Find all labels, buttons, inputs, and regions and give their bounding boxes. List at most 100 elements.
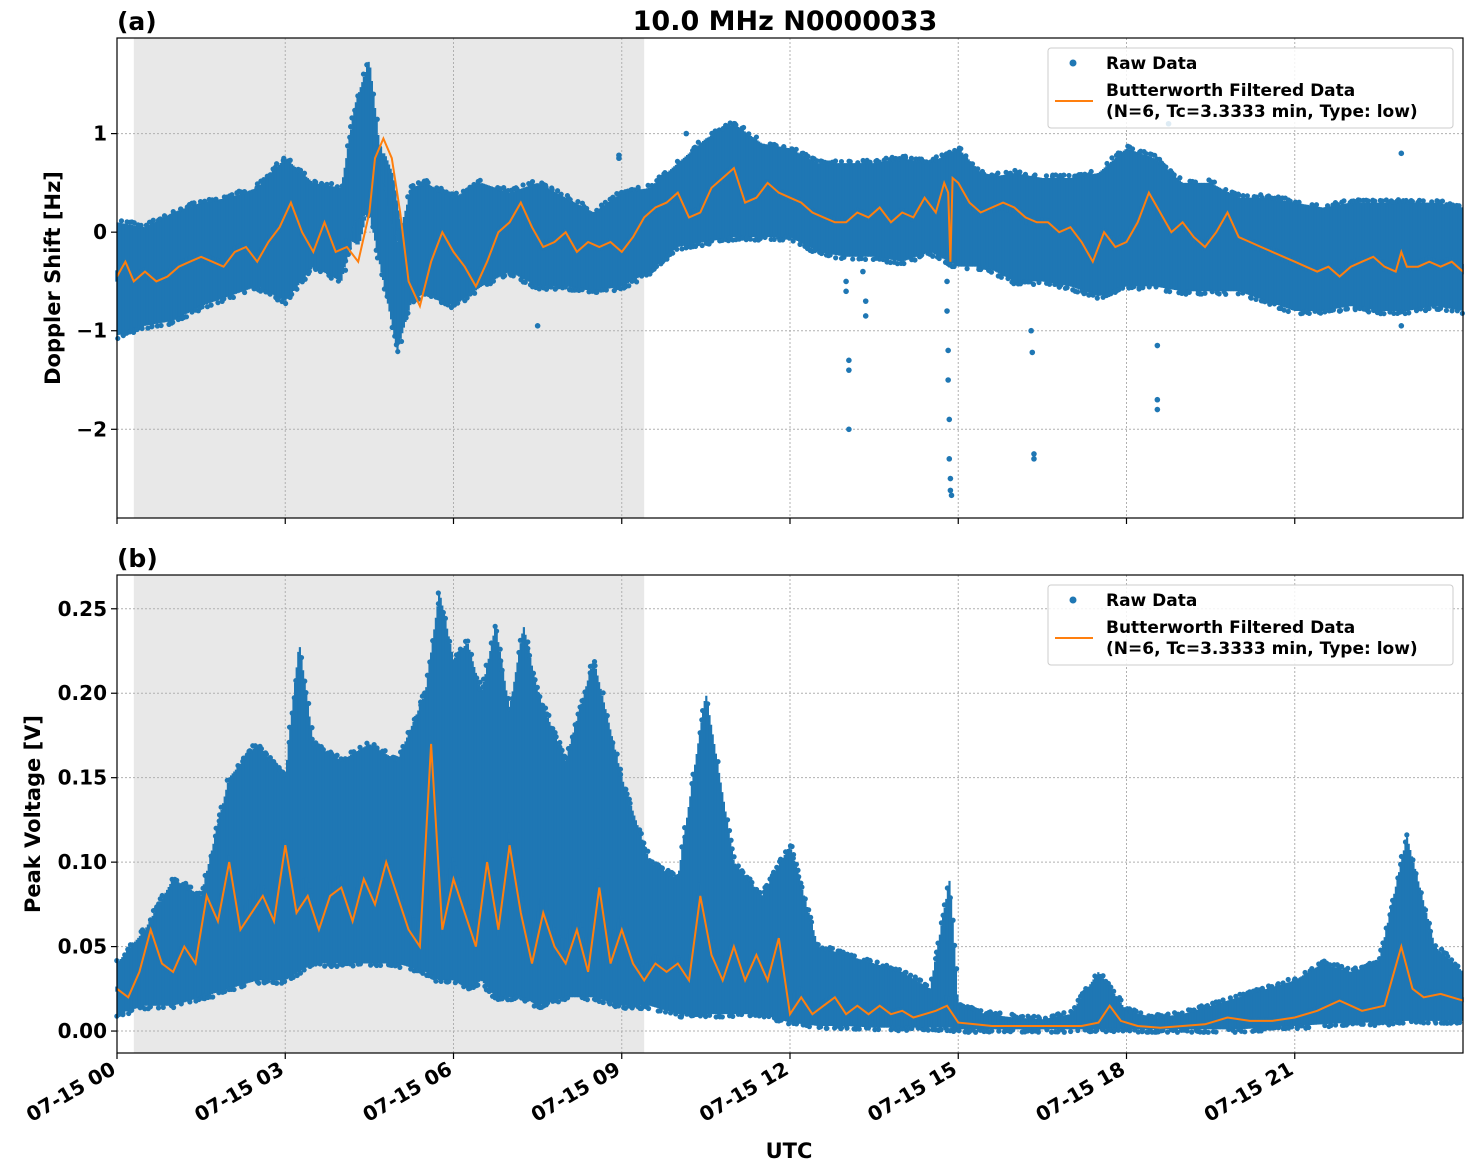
- raw-data-point: [1171, 172, 1177, 178]
- raw-data-outlier: [947, 487, 954, 494]
- raw-data-point: [510, 273, 516, 279]
- raw-data-outlier: [846, 367, 852, 373]
- raw-data-point: [867, 958, 873, 964]
- raw-data-point: [525, 645, 531, 652]
- raw-data-point: [1248, 295, 1254, 301]
- raw-data-point: [442, 615, 449, 621]
- raw-data-point: [1139, 1029, 1145, 1035]
- raw-data-point: [1240, 193, 1246, 199]
- raw-data-point: [498, 658, 504, 664]
- raw-data-point: [964, 266, 970, 272]
- raw-data-point: [139, 325, 145, 332]
- raw-data-point: [502, 273, 508, 279]
- raw-data-point: [1088, 168, 1094, 175]
- raw-data-point: [844, 1025, 850, 1031]
- raw-data-point: [405, 194, 411, 200]
- raw-data-point: [851, 953, 858, 959]
- raw-data-point: [989, 1028, 995, 1034]
- raw-data-point: [1022, 171, 1029, 177]
- raw-data-outlier: [947, 475, 954, 482]
- raw-data-point: [513, 994, 520, 1000]
- raw-data-point: [1357, 197, 1363, 203]
- raw-data-point: [1164, 1029, 1171, 1035]
- raw-data-point: [1449, 308, 1455, 314]
- raw-data-point: [420, 970, 426, 976]
- raw-data-point: [1235, 291, 1241, 297]
- raw-data-point: [793, 146, 799, 152]
- raw-data-point: [924, 982, 930, 988]
- raw-data-point: [731, 854, 737, 860]
- raw-data-point: [554, 188, 561, 194]
- raw-data-point: [1061, 172, 1067, 178]
- raw-data-point: [1019, 1013, 1026, 1020]
- raw-data-point: [1078, 171, 1084, 178]
- raw-data-point: [789, 146, 796, 152]
- raw-data-outlier: [1336, 308, 1343, 314]
- raw-data-point: [1236, 192, 1242, 198]
- raw-data-point: [403, 315, 409, 321]
- raw-data-point: [208, 302, 214, 308]
- raw-data-point: [894, 261, 901, 267]
- raw-data-point: [1318, 310, 1324, 316]
- raw-data-point: [1285, 976, 1291, 983]
- raw-data-point: [623, 786, 629, 792]
- raw-data-point: [1030, 281, 1037, 287]
- raw-data-point: [1459, 310, 1465, 316]
- raw-data-point: [757, 889, 763, 896]
- raw-data-outlier: [1028, 327, 1034, 334]
- raw-data-point: [988, 269, 995, 275]
- raw-data-point: [377, 962, 384, 969]
- raw-data-point: [555, 999, 561, 1005]
- raw-data-point: [925, 1027, 931, 1033]
- y-tick-label: 0: [93, 220, 107, 244]
- raw-data-point: [733, 122, 739, 128]
- raw-data-outlier: [1398, 323, 1405, 329]
- raw-data-point: [817, 1024, 824, 1030]
- raw-data-point: [875, 1026, 882, 1033]
- raw-data-point: [838, 158, 845, 165]
- raw-data-point: [1163, 164, 1169, 170]
- raw-data-point: [1322, 1022, 1328, 1029]
- raw-data-outlier: [843, 278, 849, 285]
- raw-data-point: [995, 170, 1001, 176]
- raw-data-point: [747, 236, 754, 242]
- raw-data-point: [1211, 179, 1218, 185]
- raw-data-point: [1223, 187, 1229, 193]
- raw-data-point: [626, 283, 632, 289]
- raw-data-point: [1035, 1029, 1041, 1035]
- raw-data-point: [1328, 1022, 1334, 1029]
- raw-data-point: [1345, 965, 1351, 971]
- raw-data-point: [975, 166, 981, 172]
- raw-data-point: [610, 740, 616, 746]
- raw-data-point: [806, 907, 812, 913]
- legend-filtered-label-line1: Butterworth Filtered Data: [1106, 81, 1355, 101]
- raw-data-point: [546, 712, 552, 718]
- raw-data-point: [902, 155, 909, 161]
- raw-data-point: [638, 830, 644, 837]
- raw-data-point: [306, 268, 312, 275]
- raw-data-point: [435, 590, 441, 596]
- y-tick-label: 1: [93, 122, 107, 146]
- raw-data-point: [838, 1025, 845, 1031]
- raw-data-point: [155, 1005, 162, 1011]
- raw-data-point: [1365, 198, 1371, 204]
- raw-data-point: [477, 177, 483, 183]
- raw-data-outlier: [1031, 456, 1037, 462]
- raw-data-point: [345, 251, 351, 258]
- raw-data-point: [956, 1028, 962, 1034]
- raw-data-point: [497, 646, 503, 652]
- raw-data-point: [275, 295, 281, 302]
- raw-data-point: [1327, 962, 1333, 968]
- raw-data-point: [183, 880, 189, 886]
- raw-data-point: [1269, 984, 1275, 990]
- raw-data-point: [115, 335, 121, 342]
- raw-data-point: [522, 279, 528, 285]
- raw-data-point: [1160, 1027, 1166, 1033]
- raw-data-point: [368, 962, 374, 968]
- raw-data-point: [645, 848, 651, 854]
- raw-data-point: [301, 170, 308, 176]
- raw-data-point: [1216, 999, 1222, 1005]
- raw-data-outlier: [1031, 451, 1037, 457]
- raw-data-outlier: [843, 288, 849, 295]
- raw-data-point: [242, 289, 248, 296]
